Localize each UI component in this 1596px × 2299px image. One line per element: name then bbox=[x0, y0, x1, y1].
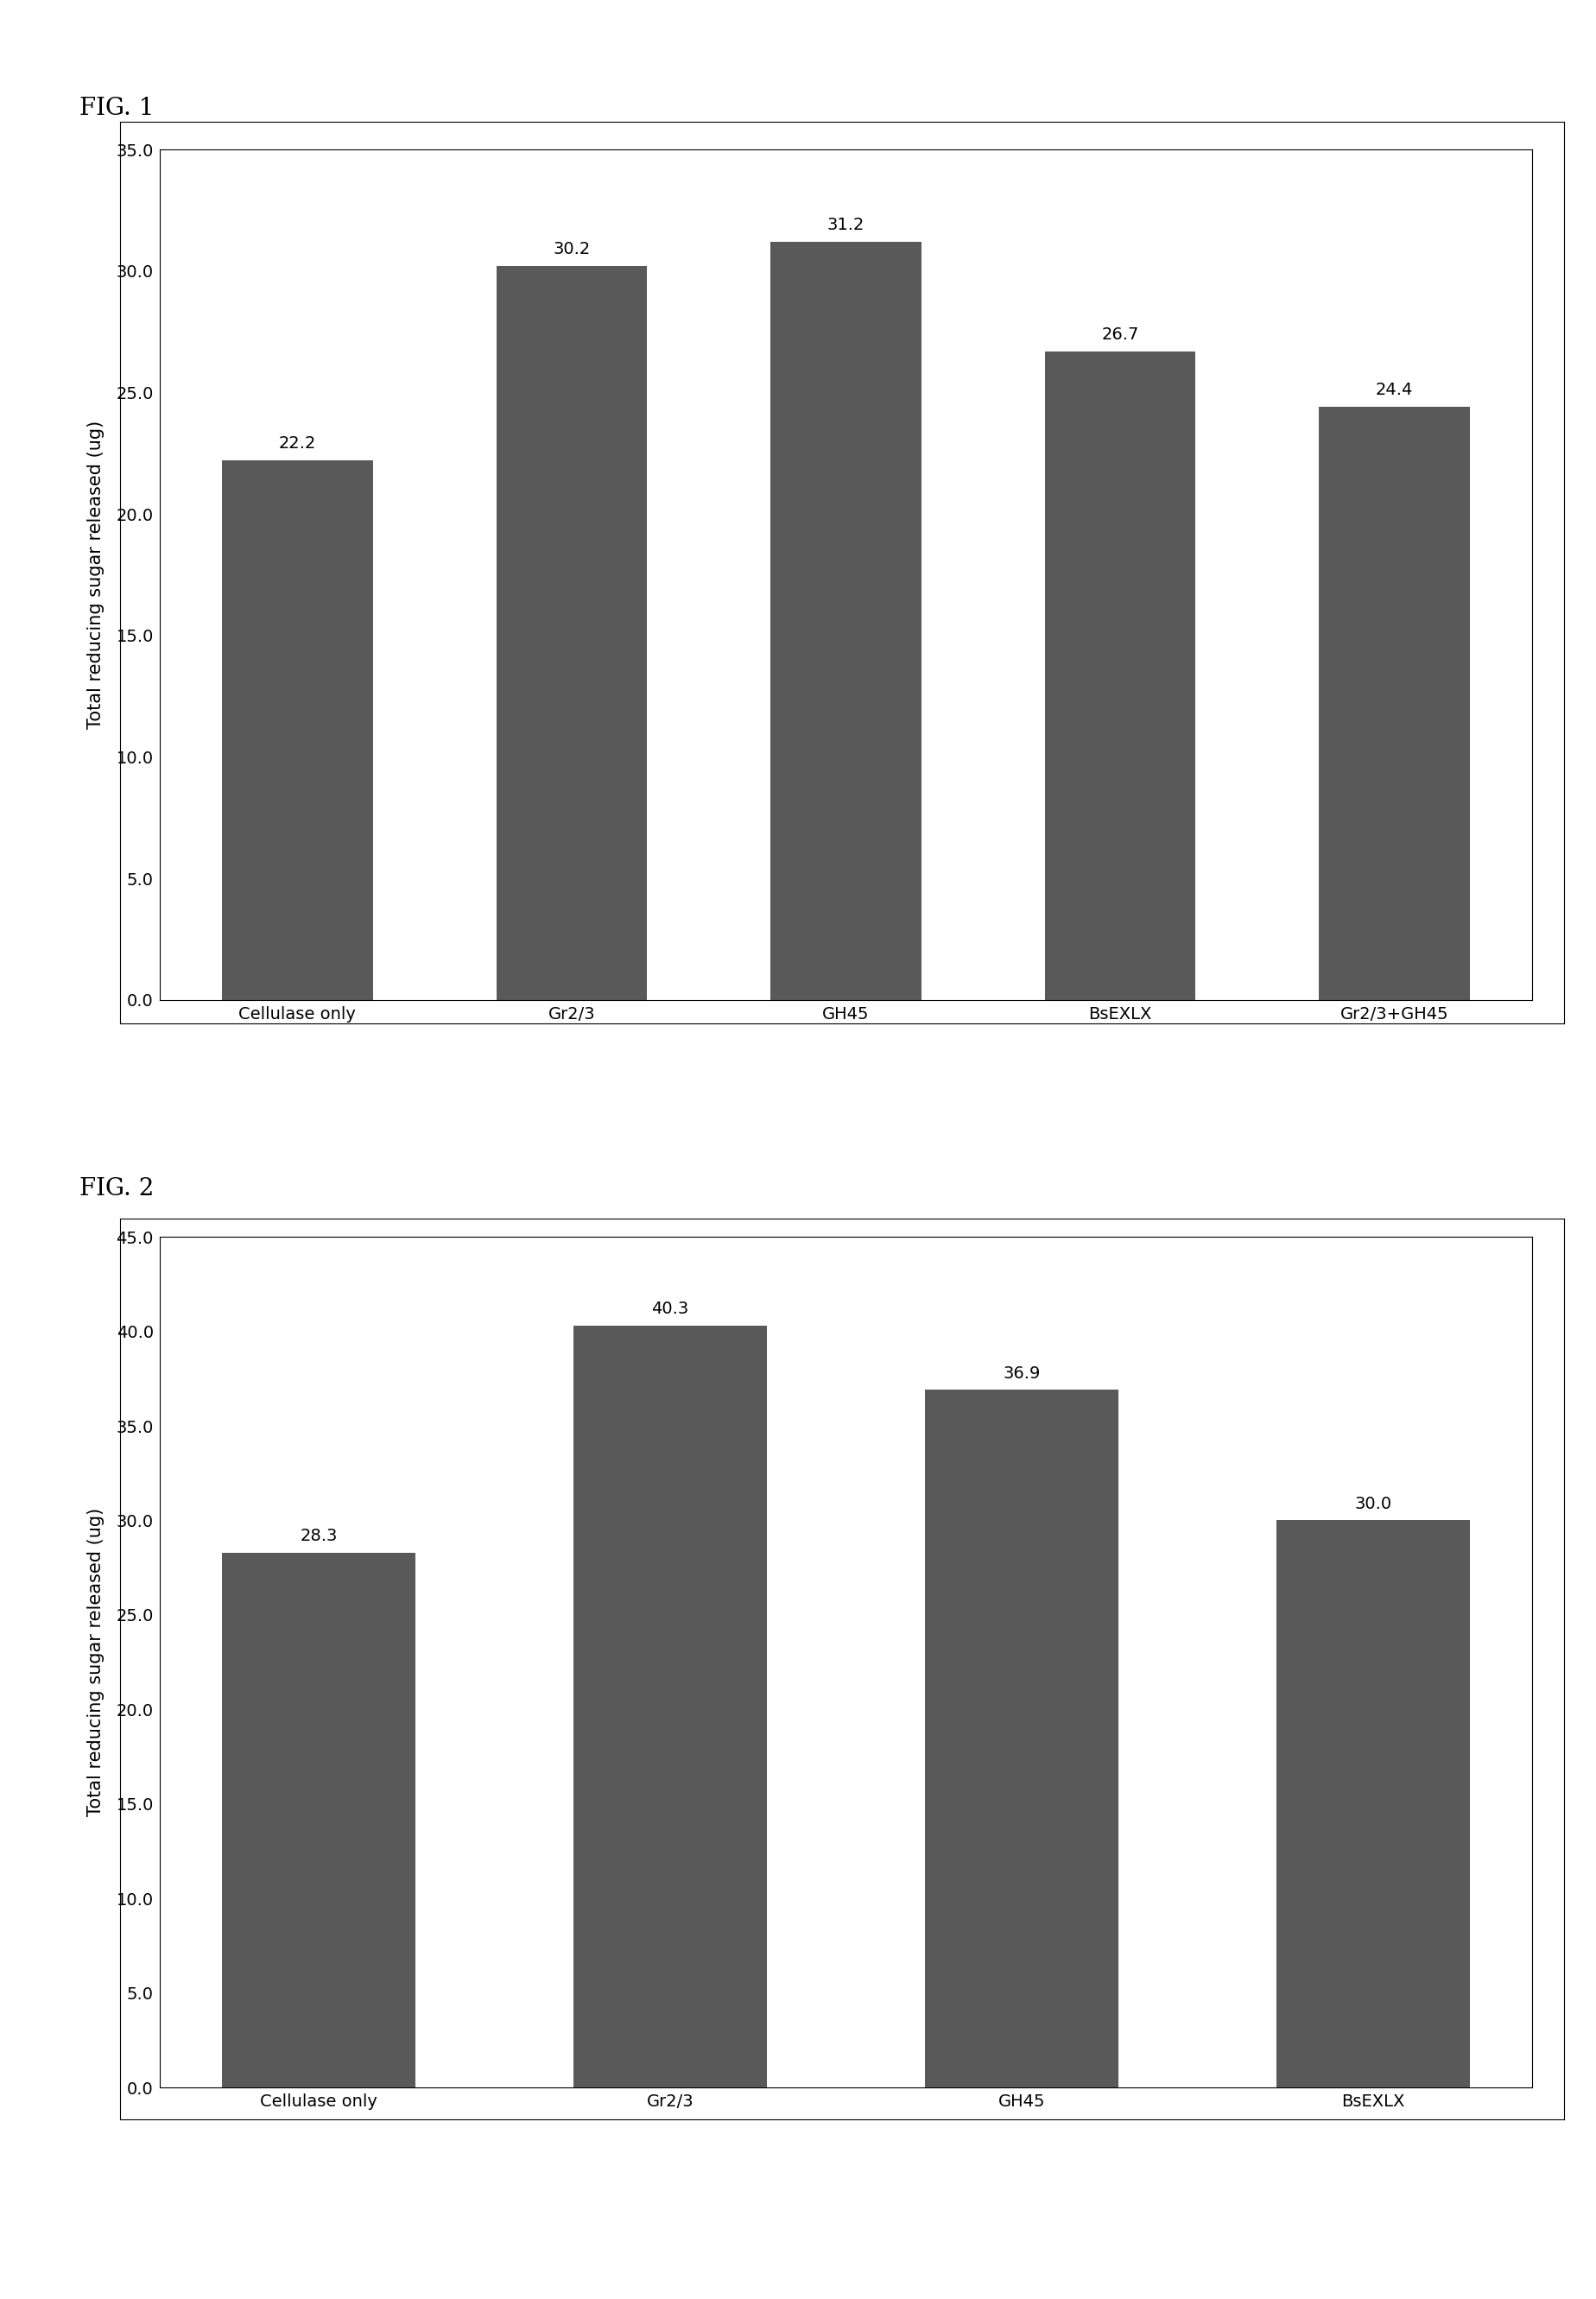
Bar bbox=[222, 1552, 415, 2087]
Text: 31.2: 31.2 bbox=[827, 216, 865, 232]
Bar bbox=[1045, 352, 1195, 1000]
Bar bbox=[573, 1327, 766, 2087]
Text: 28.3: 28.3 bbox=[300, 1527, 337, 1545]
Bar bbox=[1277, 1520, 1470, 2087]
Text: 26.7: 26.7 bbox=[1101, 326, 1140, 343]
Text: 30.2: 30.2 bbox=[552, 241, 591, 257]
Bar bbox=[222, 460, 373, 1000]
Y-axis label: Total reducing sugar released (ug): Total reducing sugar released (ug) bbox=[86, 421, 104, 729]
Bar bbox=[771, 241, 921, 1000]
Text: 36.9: 36.9 bbox=[1002, 1366, 1041, 1382]
Text: FIG. 2: FIG. 2 bbox=[80, 1177, 155, 1200]
Text: 22.2: 22.2 bbox=[279, 435, 316, 453]
Text: 24.4: 24.4 bbox=[1376, 382, 1412, 398]
Bar bbox=[496, 267, 646, 1000]
Text: 40.3: 40.3 bbox=[651, 1301, 689, 1317]
Bar bbox=[926, 1391, 1119, 2087]
Text: 30.0: 30.0 bbox=[1355, 1494, 1392, 1513]
Y-axis label: Total reducing sugar released (ug): Total reducing sugar released (ug) bbox=[86, 1508, 104, 1816]
Bar bbox=[1318, 407, 1470, 1000]
Text: FIG. 1: FIG. 1 bbox=[80, 97, 155, 120]
